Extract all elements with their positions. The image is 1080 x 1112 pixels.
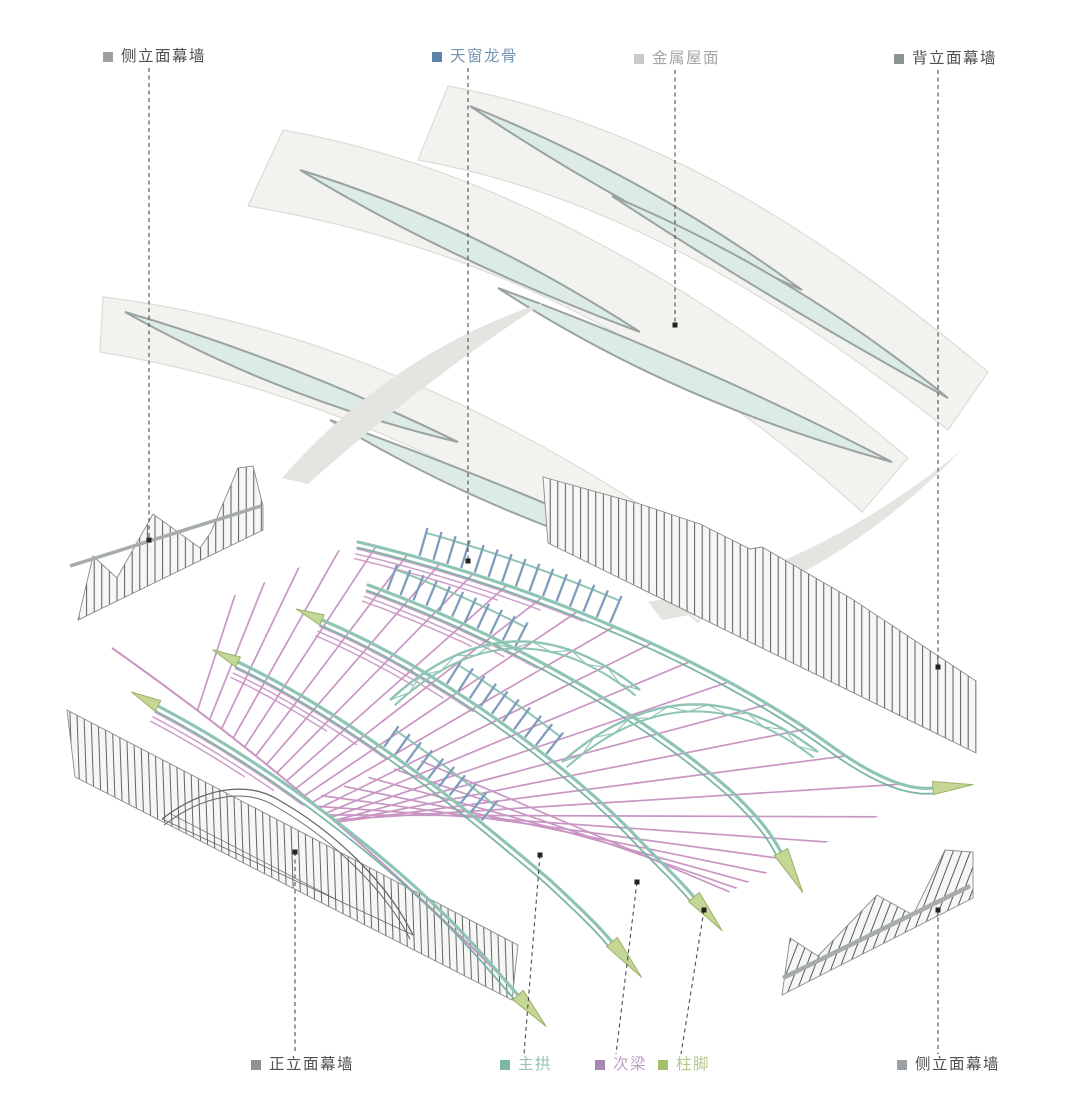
skylight-glass	[497, 287, 893, 463]
side-facade-curtain-wall-top-left	[69, 465, 264, 621]
legend-label: 次梁	[613, 1056, 648, 1073]
skylight-keels	[383, 527, 623, 822]
legend-swatch-metal-roof	[634, 53, 644, 64]
legend-label: 侧立面幕墙	[121, 48, 207, 65]
legend-label: 正立面幕墙	[269, 1056, 355, 1073]
legend-swatch-front-facade	[251, 1059, 261, 1070]
legend-side-facade-top-left: 侧立面幕墙	[103, 49, 206, 65]
front-facade-arch-outline	[161, 788, 414, 936]
legend-label: 背立面幕墙	[912, 50, 998, 67]
legend-swatch-back-facade	[894, 53, 904, 64]
legend-back-facade: 背立面幕墙	[894, 51, 997, 67]
legend-main-arch: 主拱	[500, 1057, 552, 1073]
legend-metal-roof: 金属屋面	[634, 51, 720, 67]
roof-ribbon-back	[417, 85, 989, 431]
front-facade-arch-outline-inner	[163, 795, 411, 940]
legend-label: 主拱	[518, 1056, 553, 1073]
legend-label: 金属屋面	[652, 50, 721, 67]
legend-swatch-skylight-keel	[432, 51, 442, 62]
legend-swatch-side-facade-top-left	[103, 51, 113, 62]
legend-secondary-beam: 次梁	[595, 1057, 647, 1073]
front-facade-curtain-wall	[66, 709, 519, 1001]
legend-column-foot: 柱脚	[658, 1057, 710, 1073]
leader-lines	[146, 68, 941, 1055]
legend-label: 天窗龙骨	[450, 48, 519, 65]
roof-fascia-arc	[282, 302, 545, 484]
legend-side-facade-bottom-right: 侧立面幕墙	[897, 1057, 1000, 1073]
legend-swatch-column-foot	[658, 1059, 668, 1070]
back-facade-curtain-wall	[542, 476, 977, 754]
skylight-glass	[611, 195, 949, 399]
legend-label: 侧立面幕墙	[915, 1056, 1001, 1073]
main-arches	[154, 540, 935, 1000]
skylight-glass	[299, 169, 641, 333]
legend-swatch-main-arch	[500, 1059, 510, 1070]
side-facade-curtain-wall-bottom-right	[781, 849, 974, 996]
legend-front-facade: 正立面幕墙	[251, 1057, 354, 1073]
legend-swatch-secondary-beam	[595, 1059, 605, 1070]
legend-skylight-keel: 天窗龙骨	[432, 49, 518, 65]
secondary-beam-edge	[111, 647, 506, 981]
legend-swatch-side-facade-bottom-right	[897, 1059, 907, 1070]
legend-label: 柱脚	[676, 1056, 711, 1073]
skylight-glass	[469, 105, 803, 291]
